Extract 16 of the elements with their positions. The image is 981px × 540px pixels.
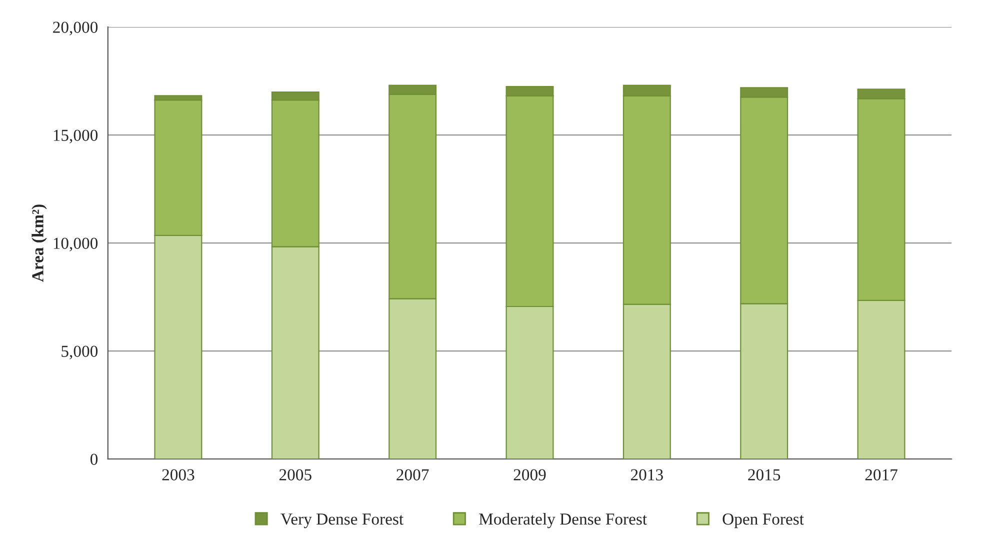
x-tick-label: 2009	[514, 469, 546, 480]
legend-label: Very Dense Forest	[280, 514, 404, 528]
x-tick-label: 2005	[279, 469, 312, 480]
x-tick-label: 2013	[630, 469, 663, 480]
x-tick-label: 2007	[396, 469, 429, 480]
x-tick-label: 2003	[162, 469, 194, 480]
x-tick-label: 2017	[865, 469, 898, 480]
legend-label: Moderately Dense Forest	[479, 512, 647, 528]
y-tick-label: 0	[90, 454, 98, 465]
y-tick-label: 10,000	[54, 238, 98, 252]
y-axis-title: Area (km²)	[32, 204, 47, 282]
y-tick-label: 5,000	[62, 346, 98, 360]
x-tick-label: 2015	[748, 469, 780, 480]
legend-label: Open Forest	[722, 514, 804, 528]
y-tick-label: 15,000	[54, 130, 98, 144]
y-tick-label: 20,000	[53, 22, 98, 36]
